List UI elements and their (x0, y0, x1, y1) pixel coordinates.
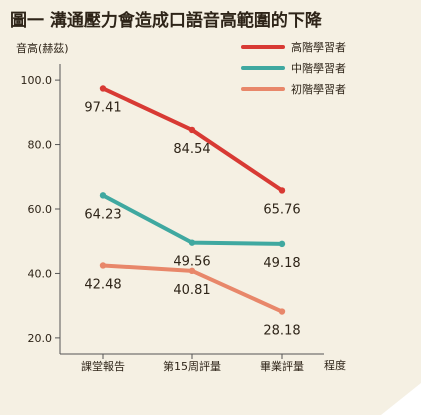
y-tick-label: 40.0 (28, 267, 53, 280)
data-label: 28.18 (263, 324, 300, 339)
legend-label-intermediate: 中階學習者 (291, 61, 346, 75)
series-2-point-0 (99, 262, 107, 269)
legend-item-intermediate: 中階學習者 (241, 57, 346, 78)
legend-item-advanced: 高階學習者 (241, 36, 346, 57)
x-ticks: 課堂報告 第15周評量 畢業評量 (81, 354, 304, 373)
y-axis-label: 音高(赫茲) (16, 42, 69, 55)
series-line-1 (101, 193, 284, 246)
data-label: 49.18 (263, 256, 300, 271)
legend-label-beginner: 初階學習者 (291, 82, 346, 96)
data-label: 42.48 (84, 277, 121, 292)
data-label: 97.41 (84, 100, 121, 115)
series-line-0 (101, 86, 284, 193)
y-ticks: 100.0 80.0 60.0 40.0 20.0 (21, 74, 60, 345)
series-group: 97.41 84.54 65.76 64.23 49.56 49.18 42.48 40.81… (84, 85, 301, 339)
y-tick-label: 20.0 (28, 332, 53, 345)
y-tick-label: 60.0 (28, 203, 53, 216)
series-1-point-0 (99, 192, 107, 199)
y-tick-label: 80.0 (28, 139, 53, 152)
x-tick-label: 第15周評量 (163, 359, 221, 373)
x-tick-label: 畢業評量 (260, 359, 304, 373)
data-label: 65.76 (263, 202, 300, 217)
legend-swatch-intermediate (241, 65, 285, 70)
legend-item-beginner: 初階學習者 (241, 78, 346, 99)
y-tick-label: 100.0 (21, 74, 53, 87)
legend-label-advanced: 高階學習者 (291, 40, 346, 54)
series-2-point-1 (188, 267, 196, 275)
series-0-point-2 (278, 187, 286, 194)
series-2-point-2 (278, 308, 286, 315)
series-1-point-2 (278, 240, 286, 248)
series-1-point-1 (188, 239, 196, 246)
page-corner-decoration (381, 383, 421, 415)
legend-swatch-advanced (241, 44, 285, 49)
data-label: 64.23 (84, 207, 121, 222)
x-tick-label: 課堂報告 (81, 359, 125, 373)
x-axis-label: 程度 (324, 358, 346, 372)
data-label: 49.56 (173, 255, 210, 270)
series-0-point-1 (188, 126, 196, 134)
series-0-point-0 (99, 85, 107, 92)
chart-title: 圖一 溝通壓力會造成口語音高範圍的下降 (10, 11, 322, 31)
data-label: 84.54 (173, 142, 210, 157)
legend-swatch-beginner (241, 86, 285, 91)
legend: 高階學習者 中階學習者 初階學習者 (241, 36, 346, 99)
data-label: 40.81 (173, 283, 210, 298)
